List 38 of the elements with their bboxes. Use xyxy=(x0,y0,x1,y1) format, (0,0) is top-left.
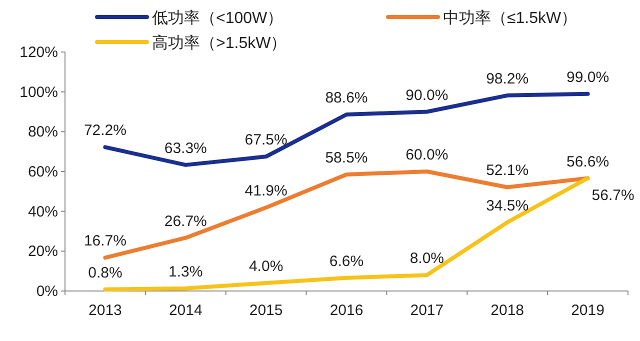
text: 67.5% xyxy=(244,132,288,149)
text: 98.2% xyxy=(486,70,529,88)
text: 16.7% xyxy=(84,232,126,250)
text: 41.9% xyxy=(244,182,288,200)
text: 4.0% xyxy=(248,258,284,276)
x-tick-label: 2017 xyxy=(410,302,444,319)
text: 1.3% xyxy=(168,263,203,280)
text: 34.5% xyxy=(486,197,529,214)
x-tick-label: 2013 xyxy=(88,302,122,319)
text: 58.5% xyxy=(325,149,368,166)
y-tick-label: 60% xyxy=(28,164,58,180)
x-tick-label: 2016 xyxy=(330,302,364,319)
x-tick-label: 2019 xyxy=(571,302,604,319)
text: 26.7% xyxy=(164,212,207,230)
text: 99.0% xyxy=(566,68,610,86)
text: 72.2% xyxy=(84,122,126,140)
text: 8.0% xyxy=(410,250,444,268)
text: 56.6% xyxy=(566,153,610,170)
text: 52.1% xyxy=(486,162,529,180)
x-tick-label: 2014 xyxy=(168,302,202,319)
y-tick-label: 0% xyxy=(36,283,58,300)
legend-label: 中功率（≤1.5kW） xyxy=(443,9,578,27)
text: 56.7% xyxy=(592,187,634,204)
text: 0.8% xyxy=(88,264,122,282)
text: 6.6% xyxy=(329,252,364,270)
y-tick-label: 120% xyxy=(20,44,58,61)
x-tick-label: 2018 xyxy=(490,302,524,319)
text: 88.6% xyxy=(325,90,368,107)
y-tick-label: 40% xyxy=(28,203,58,220)
text: 90.0% xyxy=(406,86,448,104)
x-tick-label: 2015 xyxy=(249,302,283,319)
legend-label: 高功率（>1.5kW） xyxy=(152,34,287,52)
text: 60.0% xyxy=(406,146,448,164)
y-tick-label: 80% xyxy=(28,124,58,141)
legend-label: 低功率（<100W） xyxy=(152,9,284,27)
y-tick-label: 100% xyxy=(20,84,58,101)
y-tick-label: 20% xyxy=(28,243,58,260)
text: 63.3% xyxy=(164,140,207,157)
